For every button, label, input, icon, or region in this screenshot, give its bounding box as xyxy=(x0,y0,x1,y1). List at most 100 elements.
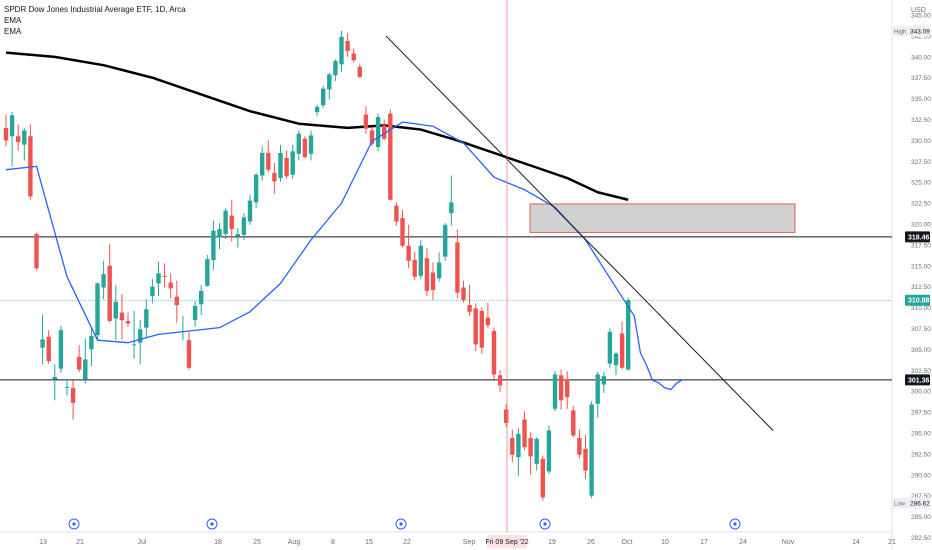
candle-body xyxy=(266,152,271,170)
candle-body xyxy=(589,404,594,496)
crosshair-date[interactable]: Fri 09 Sep '22 xyxy=(485,535,529,548)
candle xyxy=(497,370,503,393)
price-tick-label: 345.00 xyxy=(911,13,931,20)
candle xyxy=(510,429,515,463)
candle xyxy=(266,140,271,173)
dividend-marker[interactable] xyxy=(729,518,741,530)
ema-legend-1[interactable]: EMA xyxy=(4,16,22,25)
candle-body xyxy=(577,437,582,455)
zone-rect[interactable] xyxy=(529,203,796,233)
dividend-marker[interactable] xyxy=(68,518,80,530)
time-axis[interactable]: 13 21 Jul 18 25 Aug 8 15 22 Sep 19 26 Oct 10 17 24 Nov 14… xyxy=(39,535,896,548)
candle xyxy=(339,30,344,72)
dividend-marker[interactable] xyxy=(395,518,407,530)
price-tick-label: 320.00 xyxy=(911,222,931,229)
low-badge-value-bg xyxy=(908,497,930,509)
low-badge[interactable]: Low 286.62 xyxy=(892,497,930,509)
trendline-layer[interactable] xyxy=(385,35,774,431)
dividend-marker[interactable] xyxy=(206,518,218,530)
candle-body xyxy=(58,330,64,369)
price-tick-label: 285.00 xyxy=(911,514,931,521)
candle xyxy=(95,282,100,342)
candle xyxy=(247,194,253,225)
candle xyxy=(162,263,167,288)
trendline[interactable] xyxy=(385,35,774,431)
candle xyxy=(119,294,125,340)
candle-body xyxy=(363,114,369,129)
dividend-marker-dot xyxy=(210,522,214,526)
candle-body xyxy=(205,259,210,286)
candle xyxy=(485,302,491,329)
candle xyxy=(150,279,155,304)
candle-body xyxy=(497,375,503,386)
candle xyxy=(363,106,369,134)
candle-body xyxy=(168,282,173,289)
candle xyxy=(70,380,76,420)
candle xyxy=(77,345,82,372)
candle-body xyxy=(253,174,259,203)
candle xyxy=(9,112,15,167)
candle-body xyxy=(400,218,405,246)
price-axis[interactable]: USD 282.50 285.00 287.50 290.00 292.50 295.00 2… xyxy=(892,7,931,542)
candle xyxy=(46,330,51,364)
candle-body xyxy=(174,296,179,306)
time-tick-label: 10 xyxy=(661,539,669,546)
candle xyxy=(168,273,173,299)
candle xyxy=(412,251,417,281)
candle-body xyxy=(461,287,466,301)
candle-body xyxy=(516,433,521,458)
candle-body xyxy=(211,230,216,260)
candle-body xyxy=(284,157,289,177)
resistance-zone[interactable] xyxy=(529,203,796,233)
candle-body xyxy=(64,387,70,389)
candle xyxy=(260,146,265,181)
last-price-badge[interactable]: 310.88 xyxy=(905,294,930,306)
candle-body xyxy=(369,130,375,144)
price-tick-label: 335.00 xyxy=(911,96,931,103)
price-tick-label: 295.00 xyxy=(911,430,931,437)
high-badge[interactable]: High 343.09 xyxy=(892,25,930,37)
level-badge-1[interactable]: 318.46 xyxy=(905,231,930,243)
time-tick-label: Nov xyxy=(782,539,795,546)
time-tick-label: 21 xyxy=(888,539,896,546)
price-tick-label: 337.50 xyxy=(911,75,931,82)
candle xyxy=(58,325,64,373)
dividend-marker[interactable] xyxy=(539,518,551,530)
symbol-title[interactable]: SPDR Dow Jones Industrial Average ETF, 1… xyxy=(4,5,186,14)
time-tick-label: 8 xyxy=(331,539,335,546)
candle xyxy=(430,262,436,301)
candle-body xyxy=(430,272,436,291)
candle-body xyxy=(16,136,21,143)
candle xyxy=(131,310,137,359)
candle xyxy=(138,320,143,365)
time-tick-label: 18 xyxy=(214,539,222,546)
candle-body xyxy=(192,305,198,321)
dividend-markers[interactable] xyxy=(68,518,741,530)
time-tick-label: 26 xyxy=(587,539,595,546)
candle-body xyxy=(327,74,332,90)
candle-body xyxy=(345,40,350,51)
candle xyxy=(467,285,472,316)
candle-body xyxy=(217,229,222,238)
candle xyxy=(327,72,332,100)
candle-body xyxy=(70,387,76,403)
price-tick-label: 315.00 xyxy=(911,263,931,270)
candle xyxy=(3,114,9,147)
ema-legend-2[interactable]: EMA xyxy=(4,27,22,36)
candle xyxy=(607,328,613,368)
level-badge-2[interactable]: 301.36 xyxy=(905,374,930,386)
time-tick-label: 17 xyxy=(700,539,708,546)
candle-body xyxy=(534,438,539,464)
candle xyxy=(205,254,210,287)
candle-body xyxy=(626,300,631,370)
candle-body xyxy=(571,410,576,436)
candle-body xyxy=(40,339,45,348)
price-tick-label: 312.50 xyxy=(911,284,931,291)
currency-label: USD xyxy=(911,7,926,14)
candle-body xyxy=(77,356,82,370)
candle xyxy=(345,33,350,57)
candle-body xyxy=(272,173,277,182)
candle xyxy=(229,199,234,242)
candle xyxy=(34,232,39,270)
